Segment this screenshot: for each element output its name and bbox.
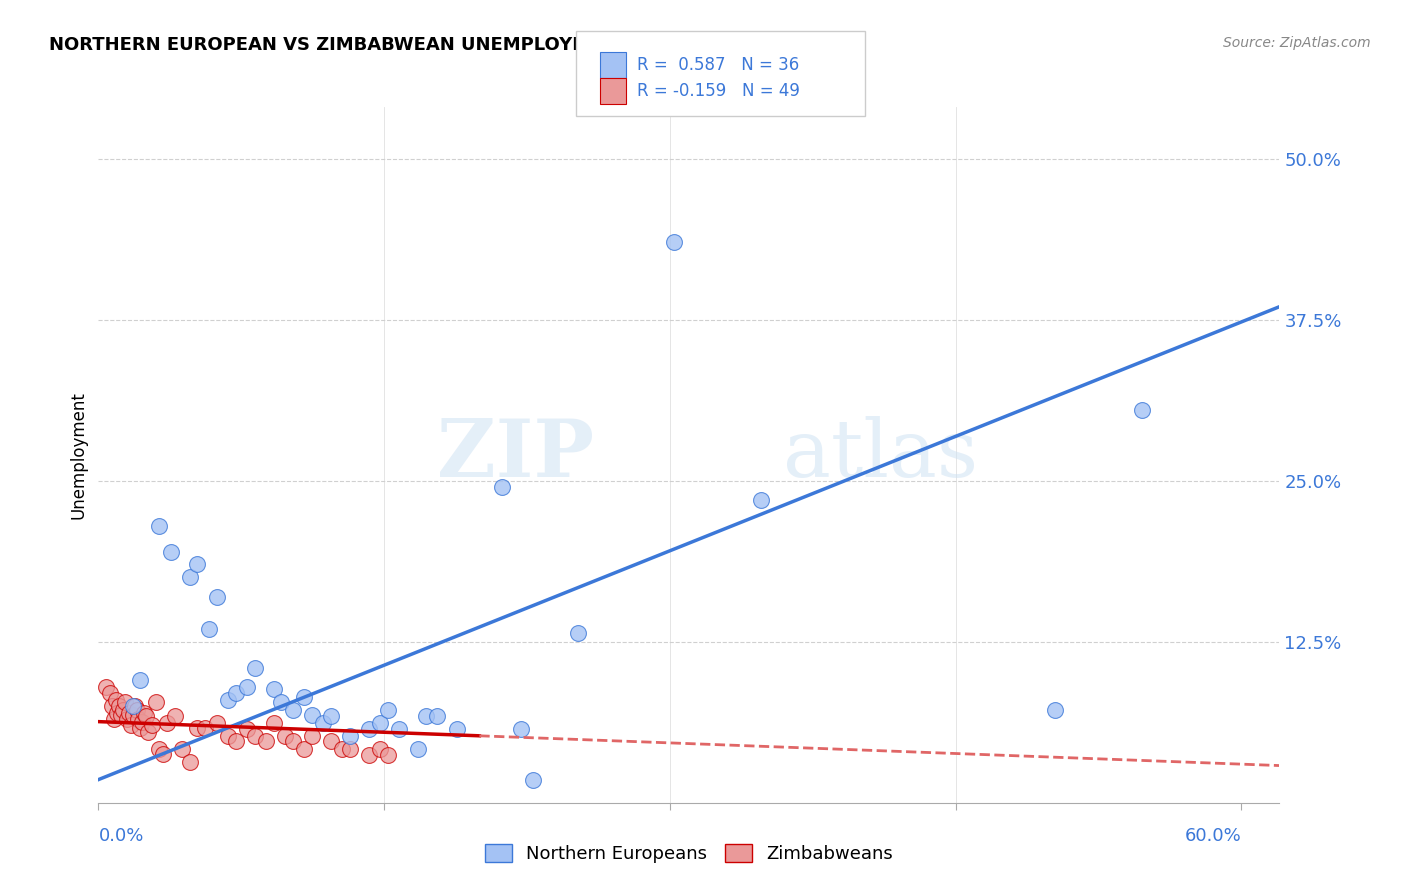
Point (121, 699, 143, 714)
Point (225, 734, 247, 748)
Point (159, 544, 181, 558)
Point (145, 695, 167, 709)
Point (281, 703, 304, 717)
Text: atlas: atlas (783, 416, 979, 494)
Text: ZIP: ZIP (437, 416, 595, 494)
Text: 0.0%: 0.0% (98, 828, 143, 846)
Point (357, 748, 380, 763)
Point (339, 741, 361, 756)
Point (134, 706, 156, 720)
Point (135, 709, 157, 723)
Point (357, 723, 380, 737)
Point (121, 708, 143, 723)
Point (217, 692, 239, 706)
Point (194, 721, 217, 735)
Point (110, 708, 132, 723)
Point (1130, 402, 1153, 417)
Point (179, 570, 201, 584)
Point (281, 734, 304, 748)
Point (330, 741, 353, 756)
Point (127, 712, 149, 726)
Point (129, 721, 152, 735)
Point (217, 729, 239, 743)
Point (104, 692, 127, 706)
Point (125, 703, 148, 717)
Point (292, 690, 315, 705)
Point (415, 709, 437, 723)
Text: R = -0.159   N = 49: R = -0.159 N = 49 (637, 82, 800, 100)
Point (198, 622, 221, 636)
Point (120, 718, 142, 732)
Point (377, 703, 399, 717)
Point (263, 682, 285, 697)
Point (141, 718, 163, 732)
Point (749, 493, 772, 508)
Point (148, 741, 170, 756)
Point (148, 518, 170, 533)
Point (1043, 703, 1066, 717)
Point (115, 712, 138, 726)
Point (129, 673, 152, 688)
Point (567, 625, 589, 640)
Point (108, 699, 131, 714)
Point (107, 706, 129, 720)
Point (662, 235, 685, 250)
Point (270, 695, 292, 709)
Point (339, 729, 361, 743)
Point (156, 715, 179, 730)
Point (100, 699, 122, 714)
Point (263, 715, 285, 730)
Point (236, 680, 259, 694)
Point (179, 755, 201, 769)
Point (388, 723, 411, 737)
Point (225, 686, 247, 700)
Point (236, 723, 259, 737)
Point (114, 695, 136, 709)
Point (243, 660, 266, 674)
Point (491, 480, 513, 494)
Point (408, 741, 430, 756)
Text: R =  0.587   N = 36: R = 0.587 N = 36 (637, 56, 799, 74)
Point (370, 741, 392, 756)
Point (186, 721, 208, 735)
Point (312, 715, 335, 730)
Point (243, 729, 266, 743)
Point (186, 558, 208, 572)
Point (205, 715, 228, 730)
Text: Source: ZipAtlas.com: Source: ZipAtlas.com (1223, 36, 1371, 50)
Point (319, 734, 342, 748)
Point (124, 699, 146, 714)
Point (205, 590, 228, 604)
Point (163, 709, 186, 723)
Point (301, 729, 323, 743)
Point (301, 708, 323, 723)
Text: NORTHERN EUROPEAN VS ZIMBABWEAN UNEMPLOYMENT CORRELATION CHART: NORTHERN EUROPEAN VS ZIMBABWEAN UNEMPLOY… (49, 36, 852, 54)
Point (377, 748, 399, 763)
Point (254, 734, 277, 748)
Point (94, 680, 117, 694)
Point (172, 741, 194, 756)
Text: 60.0%: 60.0% (1185, 828, 1241, 846)
Point (136, 725, 159, 739)
Point (510, 723, 533, 737)
Point (319, 709, 342, 723)
Point (446, 723, 468, 737)
Point (103, 712, 125, 726)
Point (292, 741, 315, 756)
Point (522, 772, 544, 787)
Y-axis label: Unemployment: Unemployment (69, 391, 87, 519)
Point (118, 706, 141, 720)
Point (112, 703, 135, 717)
Point (370, 715, 392, 730)
Point (152, 747, 174, 761)
Point (274, 729, 297, 743)
Legend: Northern Europeans, Zimbabweans: Northern Europeans, Zimbabweans (477, 837, 901, 871)
Point (426, 709, 449, 723)
Point (98, 686, 121, 700)
Point (131, 714, 153, 729)
